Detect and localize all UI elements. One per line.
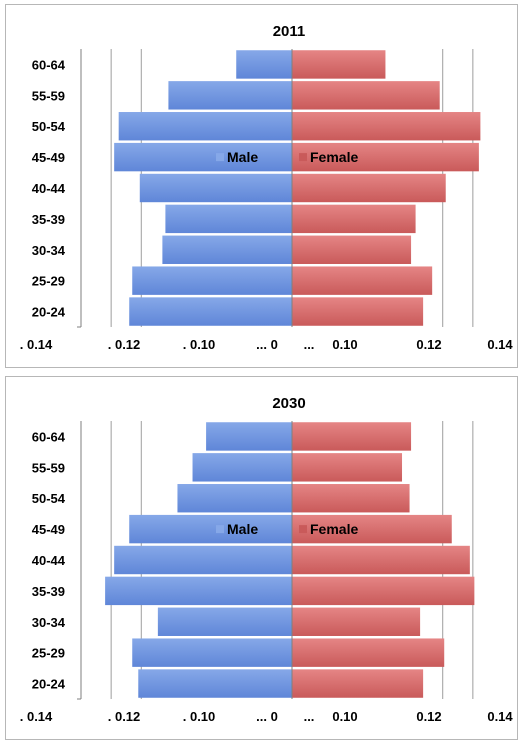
category-label: 30-34 — [32, 243, 66, 258]
male-bar — [129, 514, 292, 544]
male-bar — [192, 453, 292, 482]
male-bar — [168, 81, 292, 110]
category-label: 50-54 — [32, 119, 66, 134]
female-bar — [292, 514, 452, 544]
legend-swatch-male — [216, 525, 224, 534]
legend-label-female: Female — [310, 521, 358, 537]
male-bar — [206, 422, 292, 451]
female-bar — [292, 204, 416, 234]
female-bar — [292, 50, 386, 79]
x-tick-label: . 0.14 — [20, 337, 53, 352]
category-label: 60-64 — [32, 57, 66, 72]
category-label: 50-54 — [32, 491, 66, 506]
category-label: 40-44 — [32, 553, 66, 568]
category-label: 20-24 — [32, 305, 66, 320]
male-bar — [105, 576, 292, 606]
female-bar — [292, 484, 410, 513]
x-tick-label: ... — [304, 709, 315, 724]
chart-title: 2030 — [272, 395, 305, 412]
female-bar — [292, 576, 475, 606]
category-label: 45-49 — [32, 522, 65, 537]
x-tick-label: 0.10 — [332, 709, 357, 724]
x-tick-label: 0.14 — [487, 709, 513, 724]
male-bar — [114, 545, 293, 575]
category-label: 30-34 — [32, 615, 66, 630]
category-label: 55-59 — [32, 460, 65, 475]
female-bar — [292, 297, 424, 326]
female-bar — [292, 545, 470, 575]
male-bar — [165, 204, 292, 234]
female-bar — [292, 422, 412, 451]
male-bar — [139, 173, 292, 203]
legend-label-female: Female — [310, 149, 358, 165]
category-label: 20-24 — [32, 677, 66, 692]
male-bar — [118, 112, 292, 141]
category-label: 25-29 — [32, 646, 65, 661]
x-tick-label: . 0.14 — [20, 709, 53, 724]
female-bar — [292, 266, 433, 295]
population-pyramid-2011: 2011 60-64 55-59 50-54 45-49 40-44 35-39 30-34 2… — [20, 23, 514, 352]
legend-swatch-female — [299, 525, 307, 534]
female-bar — [292, 638, 445, 667]
x-tick-label: 0.12 — [416, 709, 441, 724]
legend-swatch-female — [299, 153, 307, 162]
female-bar — [292, 112, 481, 141]
male-bar — [129, 297, 292, 326]
female-bar — [292, 669, 424, 698]
population-pyramid-2030: 2030 60-64 55-59 50-54 45-49 40-44 35-39 30-34 2… — [20, 395, 514, 724]
male-bar — [157, 607, 292, 636]
legend-swatch-male — [216, 153, 224, 162]
male-bar — [236, 50, 292, 79]
category-label: 45-49 — [32, 150, 65, 165]
female-bar — [292, 81, 440, 110]
female-bar — [292, 607, 421, 636]
x-tick-label: . 0.10 — [183, 337, 216, 352]
x-tick-label: 0.10 — [332, 337, 357, 352]
x-tick-label: . 0.12 — [108, 709, 141, 724]
category-label: 35-39 — [32, 584, 65, 599]
chart-panel-2030: 2030 60-64 55-59 50-54 45-49 40-44 35-39 30-34 2… — [5, 376, 518, 740]
x-tick-label: ... 0 — [256, 337, 278, 352]
female-bar — [292, 453, 403, 482]
male-bar — [177, 484, 292, 513]
legend-label-male: Male — [227, 521, 258, 537]
x-tick-label: ... — [304, 337, 315, 352]
female-bar — [292, 142, 479, 172]
legend-label-male: Male — [227, 149, 258, 165]
female-bar — [292, 173, 446, 203]
male-bar — [162, 235, 292, 264]
male-bar — [132, 266, 292, 295]
x-tick-label: . 0.10 — [183, 709, 216, 724]
chart-title: 2011 — [273, 23, 306, 40]
category-label: 60-64 — [32, 429, 66, 444]
category-label: 55-59 — [32, 88, 65, 103]
x-tick-label: . 0.12 — [108, 337, 141, 352]
category-label: 25-29 — [32, 274, 65, 289]
x-tick-label: ... 0 — [256, 709, 278, 724]
male-bar — [138, 669, 292, 698]
category-label: 35-39 — [32, 212, 65, 227]
female-bar — [292, 235, 412, 264]
male-bar — [132, 638, 292, 667]
x-tick-label: 0.14 — [487, 337, 513, 352]
category-label: 40-44 — [32, 181, 66, 196]
male-bar — [114, 142, 293, 172]
x-tick-label: 0.12 — [416, 337, 441, 352]
chart-panel-2011: 2011 60-64 55-59 50-54 45-49 40-44 35-39 30-34 2… — [5, 4, 518, 368]
